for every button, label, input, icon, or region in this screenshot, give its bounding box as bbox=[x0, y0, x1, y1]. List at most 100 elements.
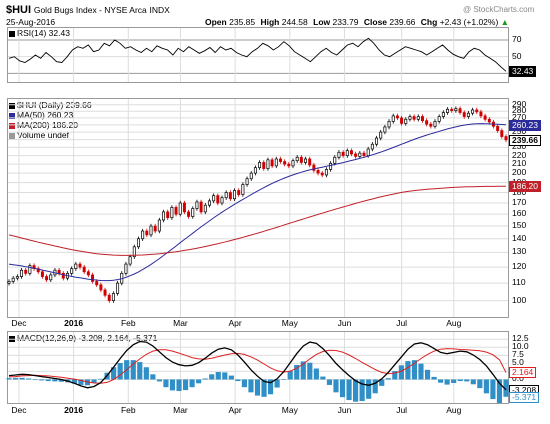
price-x-tick-label: May bbox=[281, 318, 298, 328]
candle bbox=[45, 276, 49, 281]
macd-histogram-bar bbox=[97, 378, 104, 380]
macd-histogram-bar bbox=[111, 367, 117, 380]
macd-x-tick-label: 2016 bbox=[64, 405, 84, 415]
candle bbox=[11, 277, 15, 282]
candle bbox=[141, 230, 145, 240]
price-tick-label: 160 bbox=[512, 208, 527, 219]
rsi-tick-label: 50 bbox=[512, 50, 522, 61]
chart-date: 25-Aug-2016 bbox=[6, 17, 56, 27]
candle bbox=[15, 276, 19, 279]
candle bbox=[387, 121, 391, 128]
macd-histogram-bar bbox=[71, 379, 77, 384]
legend-volume-label: Volume undef bbox=[17, 130, 69, 140]
candle bbox=[441, 112, 445, 117]
candle bbox=[500, 130, 504, 137]
candle bbox=[278, 158, 282, 162]
price-tick-label: 200 bbox=[512, 167, 527, 178]
high-value: 244.58 bbox=[281, 17, 308, 27]
macd-histogram-bar bbox=[241, 379, 248, 388]
macd-value-tag: -5.371 bbox=[509, 391, 540, 403]
candle bbox=[233, 190, 237, 200]
macd-histogram-bar bbox=[32, 379, 38, 381]
candle bbox=[224, 192, 228, 199]
price-tick-label: 170 bbox=[512, 197, 527, 208]
candle bbox=[95, 281, 99, 286]
macd-x-tick-label: May bbox=[281, 405, 298, 415]
macd-x-tick-label: Aug bbox=[446, 405, 462, 415]
candle bbox=[437, 116, 441, 122]
candle bbox=[487, 118, 491, 123]
macd-x-tick-label: Feb bbox=[120, 405, 136, 415]
candle bbox=[203, 204, 207, 213]
macd-signal-line bbox=[8, 348, 507, 384]
macd-histogram-bar bbox=[209, 374, 215, 380]
macd-x-tick-label: Dec bbox=[11, 405, 27, 415]
candle bbox=[420, 116, 424, 122]
candle bbox=[253, 167, 257, 174]
price-x-tick-label: Aug bbox=[446, 318, 462, 328]
candle bbox=[249, 172, 253, 180]
exchange: INDX bbox=[149, 5, 170, 15]
candle bbox=[349, 150, 353, 155]
macd-histogram-bar bbox=[182, 379, 189, 391]
macd-histogram-bar bbox=[215, 372, 221, 380]
macd-histogram-bar bbox=[267, 379, 274, 395]
watermark: @ StockCharts.com bbox=[463, 5, 535, 14]
candle bbox=[425, 120, 429, 125]
macd-histogram-bar bbox=[274, 379, 280, 388]
candle bbox=[483, 115, 487, 120]
price-tick-label: 140 bbox=[512, 232, 527, 243]
macd-histogram-bar bbox=[411, 360, 418, 380]
macd-histogram-bar bbox=[196, 379, 202, 384]
legend-ma50-label: MA(50) 260.23 bbox=[17, 110, 74, 120]
price-value-tag: 260.23 bbox=[509, 119, 541, 131]
price-x-tick-label: Dec bbox=[11, 318, 27, 328]
ma50-line bbox=[8, 123, 507, 282]
price-tick-label: 150 bbox=[512, 220, 527, 231]
macd-histogram-bar bbox=[91, 379, 97, 384]
macd-histogram-bar bbox=[431, 376, 437, 380]
candle bbox=[111, 293, 115, 302]
candle bbox=[391, 115, 395, 122]
candle bbox=[266, 159, 270, 169]
macd-tick-label: 10.0 bbox=[512, 341, 529, 352]
macd-histogram-bar bbox=[254, 379, 261, 396]
candle bbox=[479, 111, 483, 117]
rsi-legend-label: RSI(14) 32.43 bbox=[17, 28, 70, 38]
candle bbox=[287, 163, 291, 167]
candle bbox=[446, 108, 450, 113]
candle bbox=[370, 143, 374, 150]
macd-histogram-bar bbox=[366, 379, 372, 399]
candle bbox=[162, 211, 166, 221]
macd-histogram-bar bbox=[424, 369, 431, 380]
macd-histogram-bar bbox=[143, 367, 149, 380]
candle bbox=[270, 159, 274, 167]
candle bbox=[358, 152, 362, 157]
macd-histogram-bar bbox=[477, 379, 483, 389]
macd-line bbox=[8, 340, 507, 391]
macd-histogram-bar bbox=[45, 379, 51, 382]
macd-histogram-bar bbox=[457, 379, 463, 382]
price-x-tick-label: Mar bbox=[173, 318, 188, 328]
macd-histogram-bar bbox=[372, 379, 378, 394]
chg-label: Chg bbox=[420, 17, 438, 27]
symbol: $HUI bbox=[6, 4, 32, 16]
candle bbox=[312, 164, 316, 171]
candle bbox=[450, 108, 454, 111]
ohlc-readout: Open 235.85 High 244.58 Low 233.79 Close… bbox=[205, 17, 509, 27]
macd-histogram-bar bbox=[189, 379, 195, 388]
candle bbox=[78, 263, 82, 268]
candle bbox=[295, 156, 299, 162]
candle bbox=[237, 190, 241, 195]
macd-histogram-bar bbox=[6, 378, 12, 380]
legend-ma50: MA(50) 260.23 bbox=[9, 110, 92, 120]
macd-histogram-bar bbox=[287, 371, 293, 380]
price-value-tag: 239.66 bbox=[509, 134, 541, 146]
price-x-tick-label: Apr bbox=[228, 318, 242, 328]
macd-tick-label: 7.5 bbox=[512, 349, 524, 360]
rsi-line bbox=[8, 37, 507, 72]
candle bbox=[283, 161, 287, 165]
macd-histogram-bar bbox=[333, 379, 339, 393]
candle bbox=[149, 225, 153, 236]
